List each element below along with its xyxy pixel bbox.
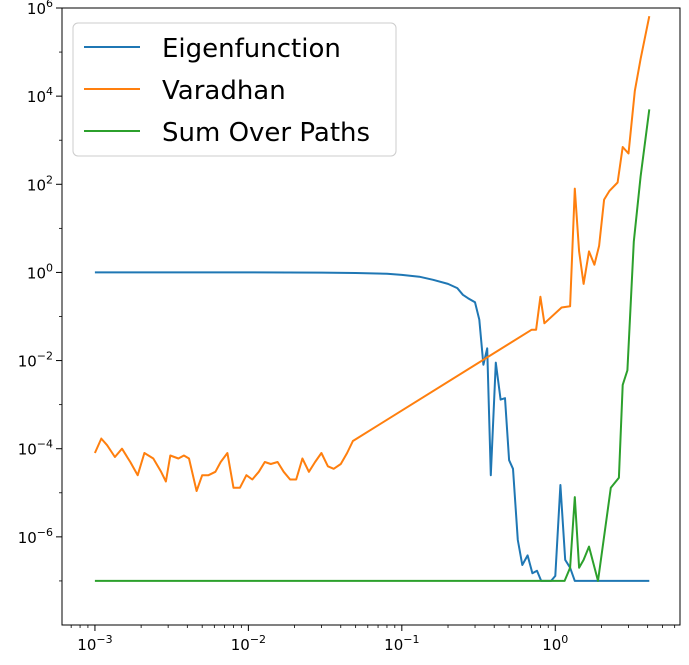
y-tick-label: 106 [27, 0, 53, 18]
y-tick-label: 10−6 [18, 526, 53, 547]
x-tick-label: 10−3 [77, 633, 112, 654]
y-tick-label: 100 [27, 261, 53, 282]
ticks-layer: 10−3 10−2 10−1 100 10−6 10−4 10−2 100 102 104 106 [18, 0, 676, 654]
y-tick-label: 104 [27, 85, 53, 106]
series-line-eigenfunction [94, 271, 650, 582]
y-tick-label: 10−4 [18, 438, 53, 459]
series-layer [93, 16, 651, 582]
series-line-varadhan [93, 16, 651, 492]
y-tick-label: 102 [27, 173, 53, 194]
y-tick-label: 10−2 [18, 350, 53, 371]
legend-label-sum-over-paths: Sum Over Paths [162, 118, 370, 148]
legend-label-varadhan: Varadhan [162, 76, 286, 106]
legend-box [72, 22, 397, 157]
x-tick-label: 10−1 [384, 633, 419, 654]
x-tick-label: 10−2 [231, 633, 266, 654]
x-tick-label: 100 [542, 633, 568, 654]
legend-label-eigenfunction: Eigenfunction [162, 34, 341, 64]
legend: Eigenfunction Varadhan Sum Over Paths [72, 22, 397, 157]
series-line-sum-over-paths [94, 109, 651, 582]
